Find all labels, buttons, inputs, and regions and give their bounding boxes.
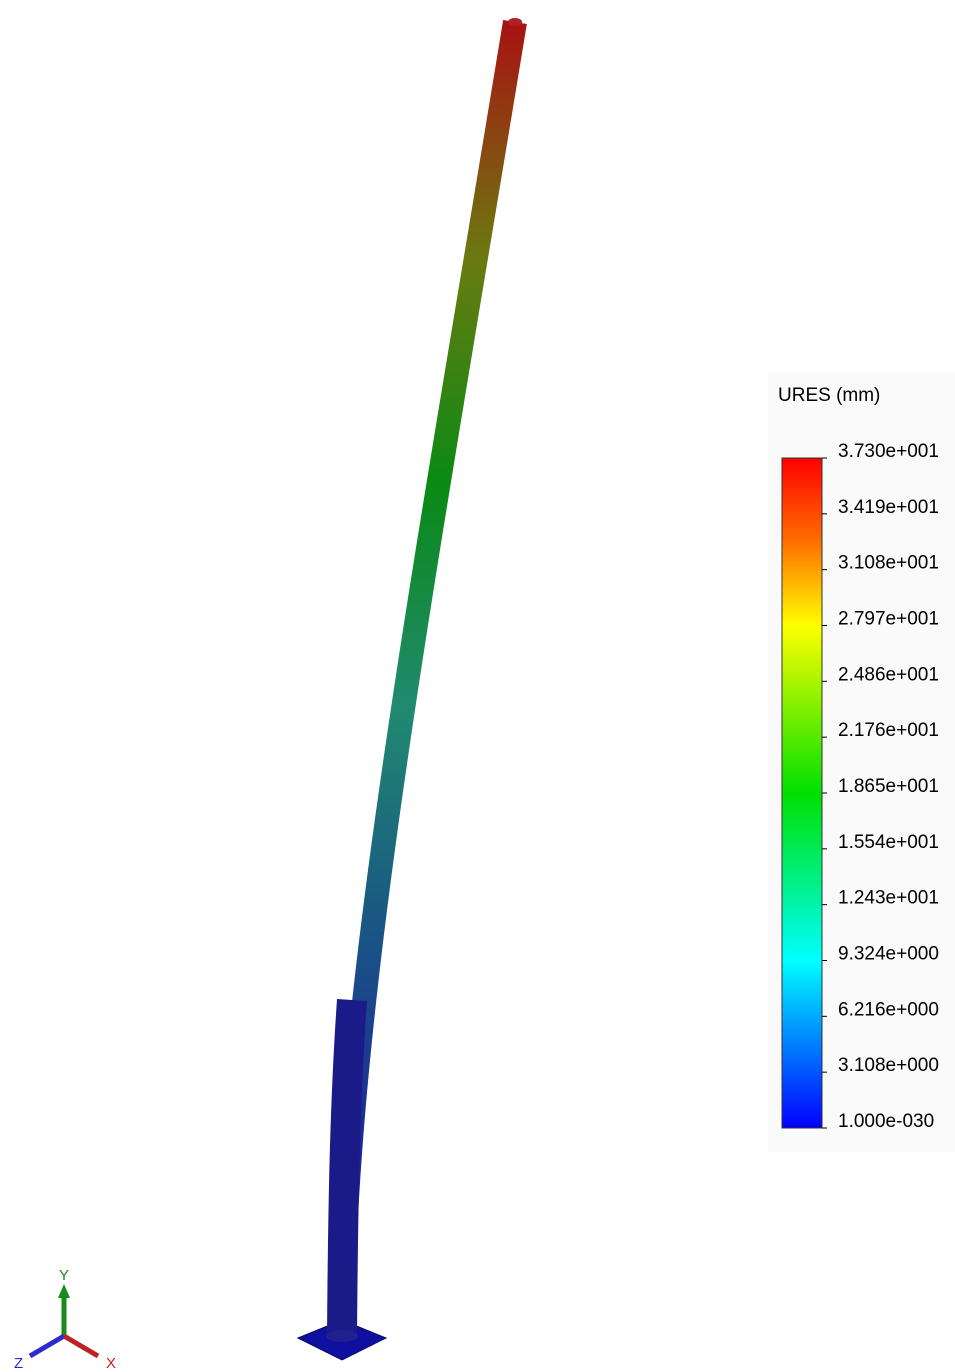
legend-label: 3.730e+001 <box>838 441 939 462</box>
legend-label: 9.324e+000 <box>838 944 939 965</box>
legend-label: 1.243e+001 <box>838 888 939 909</box>
legend-label: 3.419e+001 <box>838 497 939 518</box>
pole-base <box>342 1000 352 1338</box>
color-scale <box>782 458 822 1128</box>
legend-label: 1.554e+001 <box>838 832 939 853</box>
pole-tip <box>508 18 522 26</box>
y-label: Y <box>59 1267 69 1284</box>
z-axis <box>30 1336 64 1356</box>
legend-label: 3.108e+001 <box>838 553 939 574</box>
pole-foot <box>326 1330 358 1342</box>
legend-label: 6.216e+000 <box>838 999 939 1020</box>
pole <box>342 22 515 1338</box>
legend-title: URES (mm) <box>778 385 880 406</box>
x-axis <box>64 1336 98 1356</box>
legend-label: 2.797e+001 <box>838 609 939 630</box>
z-label: Z <box>14 1355 23 1372</box>
legend-label: 3.108e+000 <box>838 1055 939 1076</box>
viewport: URES (mm) 3.730e+001 3.419e+001 3.108e+001… <box>0 0 955 1372</box>
legend-label: 1.000e-030 <box>838 1111 934 1132</box>
y-arrow <box>58 1284 70 1298</box>
legend-label: 2.486e+001 <box>838 664 939 685</box>
legend-label: 2.176e+001 <box>838 720 939 741</box>
x-label: X <box>106 1355 116 1372</box>
legend-label: 1.865e+001 <box>838 776 939 797</box>
